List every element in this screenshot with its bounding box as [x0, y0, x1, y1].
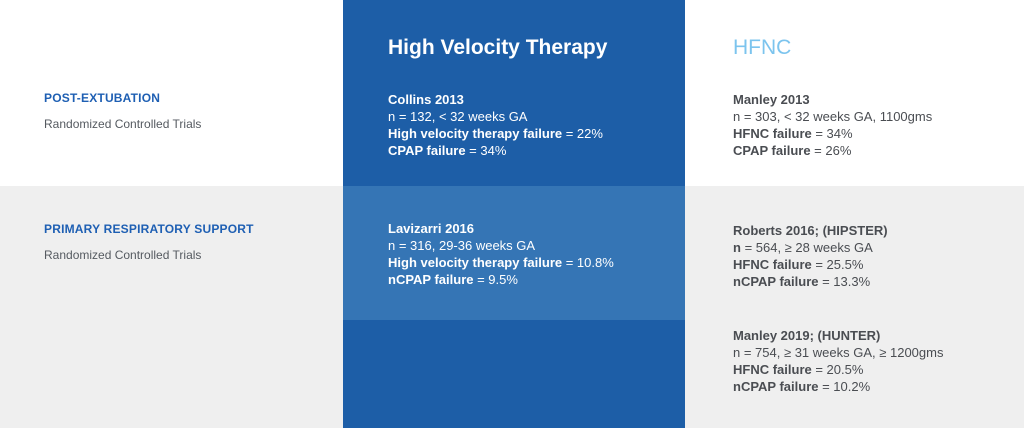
study-failure-1: HFNC failure = 20.5%: [733, 361, 943, 378]
high-velocity-highlight-cell: [343, 186, 685, 320]
study-failure-2: CPAP failure = 26%: [733, 142, 932, 159]
failure-label: nCPAP failure: [733, 379, 819, 394]
study-failure-1: HFNC failure = 34%: [733, 125, 932, 142]
study-manley-2019: Manley 2019; (HUNTER) n = 754, ≥ 31 week…: [733, 327, 943, 395]
failure-value: = 10.2%: [818, 379, 871, 394]
failure-label: High velocity therapy failure: [388, 126, 563, 141]
study-name: Manley 2019; (HUNTER): [733, 328, 881, 343]
study-failure-1: HFNC failure = 25.5%: [733, 256, 888, 273]
study-detail: n = 316, 29-36 weeks GA: [388, 238, 536, 253]
study-name: Manley 2013: [733, 92, 810, 107]
failure-value: = 34%: [465, 143, 507, 158]
failure-label: HFNC failure: [733, 362, 812, 377]
failure-label: CPAP failure: [733, 143, 811, 158]
study-failure-2: nCPAP failure = 10.2%: [733, 378, 943, 395]
study-failure-2: CPAP failure = 34%: [388, 142, 603, 159]
failure-value: = 25.5%: [811, 257, 864, 272]
failure-label: HFNC failure: [733, 257, 812, 272]
high-velocity-column-title: High Velocity Therapy: [388, 36, 608, 59]
failure-value: = 9.5%: [473, 272, 518, 287]
failure-value: = 13.3%: [818, 274, 871, 289]
study-failure-1: High velocity therapy failure = 22%: [388, 125, 603, 142]
detail-rest: = 564, ≥ 28 weeks GA: [740, 240, 873, 255]
study-manley-2013: Manley 2013 n = 303, < 32 weeks GA, 1100…: [733, 91, 932, 159]
row-heading: PRIMARY RESPIRATORY SUPPORT: [44, 222, 254, 236]
study-lavizarri-2016: Lavizarri 2016 n = 316, 29-36 weeks GA H…: [388, 220, 614, 288]
failure-value: = 20.5%: [811, 362, 864, 377]
study-failure-2: nCPAP failure = 13.3%: [733, 273, 888, 290]
failure-value: = 22%: [562, 126, 603, 141]
study-name: Collins 2013: [388, 92, 464, 107]
row-heading: POST-EXTUBATION: [44, 91, 161, 105]
study-roberts-2016: Roberts 2016; (HIPSTER) n = 564, ≥ 28 we…: [733, 222, 888, 290]
study-collins-2013: Collins 2013 n = 132, < 32 weeks GA High…: [388, 91, 603, 159]
failure-label: HFNC failure: [733, 126, 812, 141]
row-label-post-extubation: POST-EXTUBATION Randomized Controlled Tr…: [44, 91, 201, 131]
failure-label: nCPAP failure: [388, 272, 474, 287]
study-detail: n = 303, < 32 weeks GA, 1100gms: [733, 109, 933, 124]
failure-label: High velocity therapy failure: [388, 255, 563, 270]
study-detail: n = 564, ≥ 28 weeks GA: [733, 239, 888, 256]
study-failure-2: nCPAP failure = 9.5%: [388, 271, 614, 288]
failure-label: CPAP failure: [388, 143, 466, 158]
row-subheading: Randomized Controlled Trials: [44, 248, 202, 262]
failure-label: nCPAP failure: [733, 274, 819, 289]
row-subheading: Randomized Controlled Trials: [44, 117, 202, 131]
failure-value: = 10.8%: [562, 255, 614, 270]
hfnc-column-title: HFNC: [733, 36, 792, 59]
study-name: Roberts 2016; (HIPSTER): [733, 223, 888, 238]
failure-value: = 26%: [810, 143, 852, 158]
study-detail: n = 132, < 32 weeks GA: [388, 109, 528, 124]
study-name: Lavizarri 2016: [388, 221, 475, 236]
failure-value: = 34%: [811, 126, 853, 141]
study-detail: n = 754, ≥ 31 weeks GA, ≥ 1200gms: [733, 345, 944, 360]
row-label-primary-respiratory-support: PRIMARY RESPIRATORY SUPPORT Randomized C…: [44, 222, 254, 262]
study-failure-1: High velocity therapy failure = 10.8%: [388, 254, 614, 271]
detail-n: n: [733, 240, 741, 255]
